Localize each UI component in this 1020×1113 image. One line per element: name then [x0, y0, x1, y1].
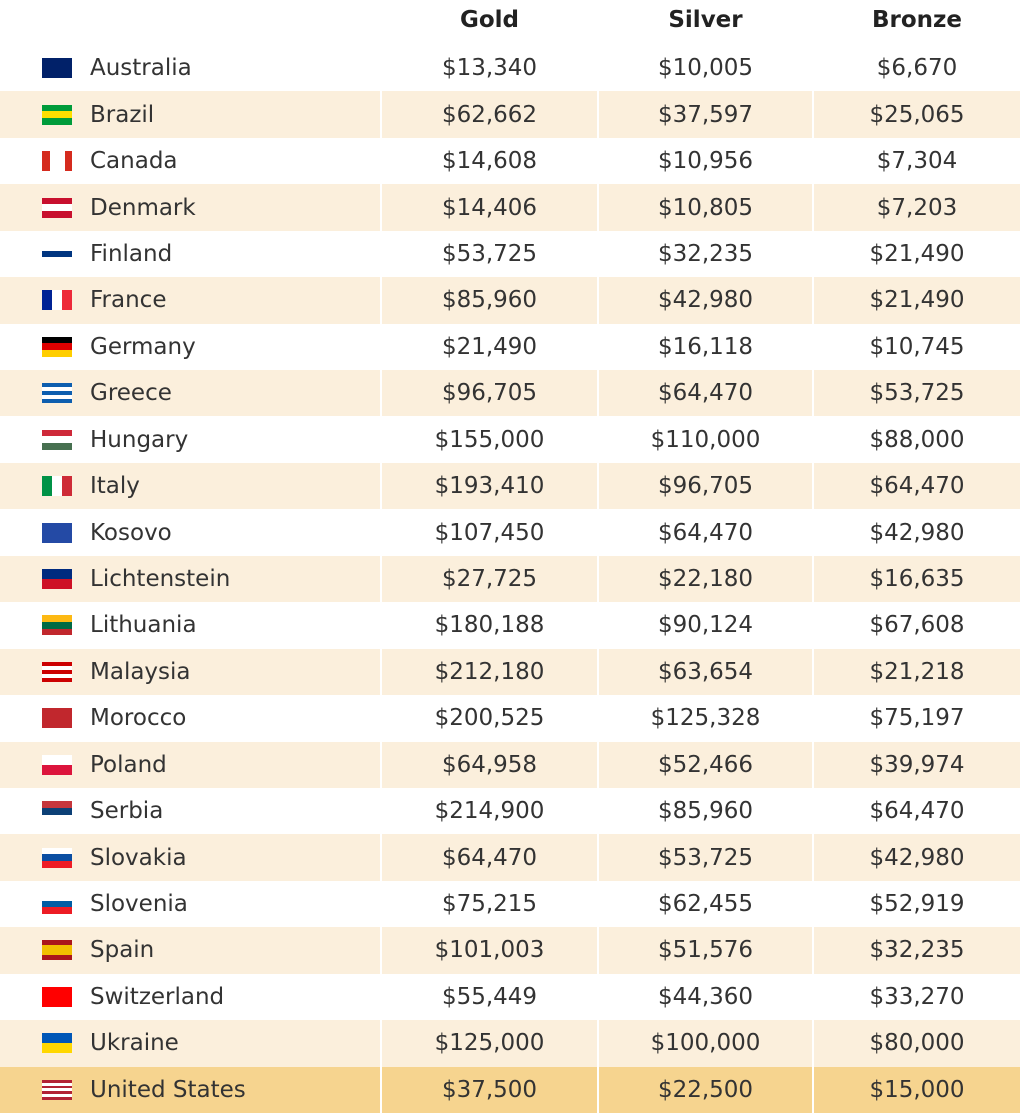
flag-icon	[42, 661, 72, 682]
bonus-cell: $44,360	[599, 973, 812, 1021]
flag-icon	[42, 615, 72, 636]
bonus-cell: $193,410	[382, 462, 597, 510]
bonus-cell: $22,180	[599, 555, 812, 603]
bonus-cell: $212,180	[382, 648, 597, 696]
column-header: Bronze	[871, 7, 963, 33]
flag-icon	[42, 522, 72, 543]
bonus-cell: $55,449	[382, 973, 597, 1021]
bonus-cell: $62,455	[599, 880, 812, 928]
bonus-cell: $110,000	[599, 416, 812, 463]
flag-icon	[42, 708, 72, 729]
bonus-cell: $21,490	[814, 230, 1020, 278]
flag-icon	[42, 336, 72, 357]
flag-icon	[42, 986, 72, 1007]
bonus-cell: $52,919	[814, 880, 1020, 928]
bonus-cell: $53,725	[814, 370, 1020, 417]
bonus-cell: $85,960	[599, 787, 812, 835]
bonus-cell: $39,974	[814, 741, 1020, 788]
flag-icon	[42, 569, 72, 589]
bonus-cell: $64,470	[599, 509, 812, 556]
bonus-cell: $16,118	[599, 323, 812, 371]
bonus-cell: $85,960	[382, 277, 597, 324]
bonus-cell: $64,470	[814, 787, 1020, 835]
bonus-cell: $21,490	[382, 323, 597, 371]
bonus-cell: $15,000	[814, 1066, 1020, 1113]
bonus-cell: $88,000	[814, 416, 1020, 463]
bonus-cell: $96,705	[599, 462, 812, 510]
flag-icon	[42, 1079, 72, 1100]
bonus-cell: $75,215	[382, 880, 597, 928]
bonus-cell: $200,525	[382, 695, 597, 742]
bonus-cell: $7,203	[814, 184, 1020, 231]
bonus-cell: $42,980	[814, 509, 1020, 556]
bonus-cell: $62,662	[382, 91, 597, 138]
bonus-cell: $180,188	[382, 602, 597, 649]
bonus-cell: $16,635	[814, 555, 1020, 603]
bonus-cell: $32,235	[814, 927, 1020, 974]
bonus-cell: $10,956	[599, 137, 812, 185]
country-cell: Greece	[0, 370, 380, 417]
flag-icon	[42, 1033, 72, 1054]
bonus-cell: $53,725	[382, 230, 597, 278]
bonus-cell: $33,270	[814, 973, 1020, 1021]
bonus-cell: $13,340	[382, 45, 597, 92]
bonus-cell: $6,670	[814, 45, 1020, 92]
bonus-cell: $25,065	[814, 91, 1020, 138]
bonus-cell: $22,500	[599, 1066, 812, 1113]
bonus-cell: $214,900	[382, 787, 597, 835]
flag-icon	[42, 197, 72, 218]
bonus-cell: $7,304	[814, 137, 1020, 185]
bonus-cell: $64,958	[382, 741, 597, 788]
bonus-cell: $64,470	[814, 462, 1020, 510]
bonus-cell: $100,000	[599, 1020, 812, 1067]
flag-icon	[42, 847, 72, 868]
flag-icon	[42, 151, 72, 172]
flag-icon	[42, 429, 72, 450]
bonus-cell: $10,805	[599, 184, 812, 231]
flag-icon	[42, 58, 72, 79]
bonus-cell: $27,725	[382, 555, 597, 603]
bonus-cell: $125,328	[599, 695, 812, 742]
bonus-cell: $75,197	[814, 695, 1020, 742]
flag-icon	[42, 476, 72, 497]
bonus-cell: $125,000	[382, 1020, 597, 1067]
bonus-cell: $42,980	[599, 277, 812, 324]
bonus-cell: $51,576	[599, 927, 812, 974]
flag-icon	[42, 104, 72, 125]
bonus-cell: $37,500	[382, 1066, 597, 1113]
flag-icon	[42, 383, 72, 404]
bonus-cell: $10,005	[599, 45, 812, 92]
bonus-cell: $80,000	[814, 1020, 1020, 1067]
flag-icon	[42, 940, 72, 961]
bonus-cell: $90,124	[599, 602, 812, 649]
column-header: Gold	[459, 7, 520, 33]
bonus-cell: $10,745	[814, 323, 1020, 371]
flag-icon	[42, 290, 72, 311]
bonus-cell: $53,725	[599, 834, 812, 881]
flag-icon	[42, 243, 72, 264]
bonus-cell: $42,980	[814, 834, 1020, 881]
bonus-cell: $63,654	[599, 648, 812, 696]
bonus-cell: $32,235	[599, 230, 812, 278]
bonus-cell: $64,470	[599, 370, 812, 417]
flag-icon	[42, 754, 72, 775]
bonus-cell: $107,450	[382, 509, 597, 556]
bonus-cell: $64,470	[382, 834, 597, 881]
bonus-cell: $96,705	[382, 370, 597, 417]
flag-icon	[42, 801, 72, 822]
bonus-cell: $101,003	[382, 927, 597, 974]
country-cell: Denmark	[0, 184, 380, 231]
bonus-cell: $155,000	[382, 416, 597, 463]
bonus-cell: $67,608	[814, 602, 1020, 649]
bonus-cell: $14,608	[382, 137, 597, 185]
flag-icon	[42, 894, 72, 915]
bonus-cell: $52,466	[599, 741, 812, 788]
column-header: Silver	[668, 7, 743, 33]
bonus-cell: $14,406	[382, 184, 597, 231]
bonus-cell: $21,490	[814, 277, 1020, 324]
bonus-cell: $21,218	[814, 648, 1020, 696]
bonus-cell: $37,597	[599, 91, 812, 138]
